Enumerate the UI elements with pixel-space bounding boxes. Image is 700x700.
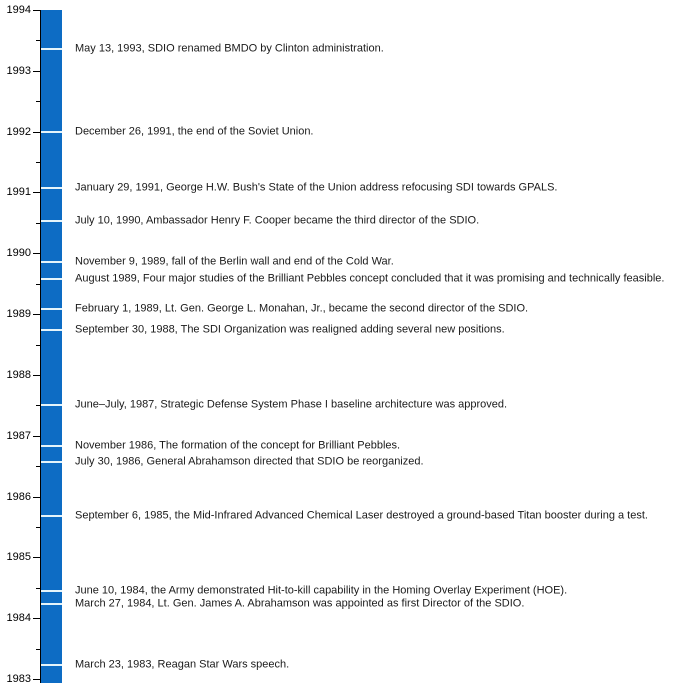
event-label: November 1986, The formation of the conc… [75, 439, 401, 452]
minor-tick-1984.5 [36, 587, 40, 589]
year-label-1990: 1990 [6, 247, 31, 260]
event-label: September 30, 1988, The SDI Organization… [75, 322, 505, 335]
event-tick-line [41, 404, 62, 407]
event-label: August 1989, Four major studies of the B… [75, 272, 665, 285]
timeline-bar [41, 10, 62, 683]
event-tick-line [41, 47, 62, 50]
event-label: July 10, 1990, Ambassador Henry F. Coope… [75, 214, 480, 227]
year-label-1993: 1993 [6, 64, 31, 77]
year-label-1983: 1983 [6, 673, 31, 685]
event-tick-line [41, 444, 62, 447]
major-tick-1986 [33, 496, 40, 498]
major-tick-1987 [33, 435, 40, 437]
major-tick-1992 [33, 131, 40, 133]
minor-tick-1985.5 [36, 526, 40, 528]
event-label: July 30, 1986, General Abrahamson direct… [75, 454, 424, 467]
major-tick-1989 [33, 314, 40, 316]
event-tick-line [41, 277, 62, 280]
year-label-1991: 1991 [6, 186, 31, 199]
major-tick-1990 [33, 253, 40, 255]
minor-tick-1989.5 [36, 283, 40, 285]
event-tick-line [41, 186, 62, 189]
year-label-1992: 1992 [6, 125, 31, 138]
event-label: March 27, 1984, Lt. Gen. James A. Abraha… [75, 597, 525, 610]
year-label-1987: 1987 [6, 429, 31, 442]
event-tick-line [41, 514, 62, 517]
event-tick-line [41, 261, 62, 264]
major-tick-1994 [33, 10, 40, 11]
event-label: November 9, 1989, fall of the Berlin wal… [75, 255, 394, 268]
event-tick-line [41, 590, 62, 593]
event-tick-line [41, 664, 62, 667]
major-tick-1991 [33, 192, 40, 194]
year-label-1988: 1988 [6, 368, 31, 381]
event-tick-line [41, 131, 62, 134]
minor-tick-1993.5 [36, 40, 40, 42]
year-label-1989: 1989 [6, 308, 31, 321]
event-tick-line [41, 603, 62, 605]
year-label-1985: 1985 [6, 551, 31, 564]
major-tick-1993 [33, 70, 40, 72]
event-label: February 1, 1989, Lt. Gen. George L. Mon… [75, 302, 529, 315]
event-label: June 10, 1984, the Army demonstrated Hit… [75, 584, 568, 597]
event-label: June–July, 1987, Strategic Defense Syste… [75, 398, 508, 411]
minor-tick-1992.5 [36, 101, 40, 103]
event-tick-line [41, 307, 62, 310]
minor-tick-1983.5 [36, 648, 40, 650]
year-label-1984: 1984 [6, 612, 31, 625]
year-label-1986: 1986 [6, 490, 31, 503]
minor-tick-1991.5 [36, 162, 40, 164]
event-label: March 23, 1983, Reagan Star Wars speech. [75, 658, 290, 671]
y-axis-line [40, 10, 41, 683]
event-label: December 26, 1991, the end of the Soviet… [75, 125, 314, 138]
minor-tick-1987.5 [36, 405, 40, 407]
event-tick-line [41, 460, 62, 463]
minor-tick-1988.5 [36, 344, 40, 346]
minor-tick-1990.5 [36, 222, 40, 224]
event-label: January 29, 1991, George H.W. Bush's Sta… [75, 181, 558, 194]
major-tick-1988 [33, 374, 40, 376]
event-tick-line [41, 328, 62, 331]
major-tick-1983 [33, 679, 40, 680]
major-tick-1985 [33, 557, 40, 559]
event-label: May 13, 1993, SDIO renamed BMDO by Clint… [75, 42, 384, 55]
event-label: September 6, 1985, the Mid-Infrared Adva… [75, 509, 648, 522]
event-tick-line [41, 220, 62, 223]
year-label-1994: 1994 [6, 4, 31, 16]
major-tick-1984 [33, 618, 40, 620]
minor-tick-1986.5 [36, 466, 40, 468]
